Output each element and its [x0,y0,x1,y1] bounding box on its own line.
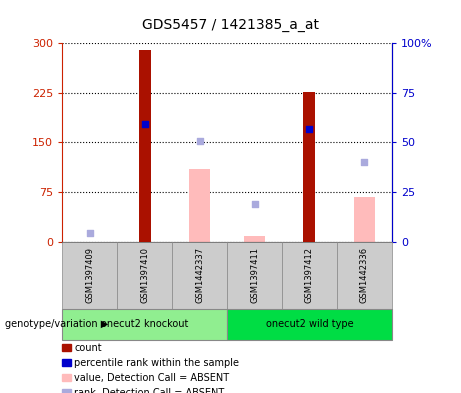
Point [361,159,368,165]
Text: GSM1397411: GSM1397411 [250,247,259,303]
Point [306,126,313,132]
Point [196,138,203,144]
Text: value, Detection Call = ABSENT: value, Detection Call = ABSENT [74,373,229,383]
Text: onecut2 wild type: onecut2 wild type [266,319,353,329]
Text: GSM1397409: GSM1397409 [85,247,94,303]
Text: GSM1397410: GSM1397410 [140,247,149,303]
Text: GSM1442337: GSM1442337 [195,247,204,303]
Text: genotype/variation ▶: genotype/variation ▶ [5,319,108,329]
Text: rank, Detection Call = ABSENT: rank, Detection Call = ABSENT [74,387,225,393]
Text: GSM1397412: GSM1397412 [305,247,314,303]
Bar [189,169,210,242]
Bar [244,237,265,242]
Point [86,230,94,236]
Point [251,201,258,207]
Text: onecut2 knockout: onecut2 knockout [101,319,189,329]
Bar [354,197,375,242]
Text: GDS5457 / 1421385_a_at: GDS5457 / 1421385_a_at [142,18,319,32]
Text: count: count [74,343,102,353]
Text: GSM1442336: GSM1442336 [360,247,369,303]
Text: percentile rank within the sample: percentile rank within the sample [74,358,239,368]
Bar [303,92,315,242]
Bar [139,50,151,242]
Point [141,121,148,127]
